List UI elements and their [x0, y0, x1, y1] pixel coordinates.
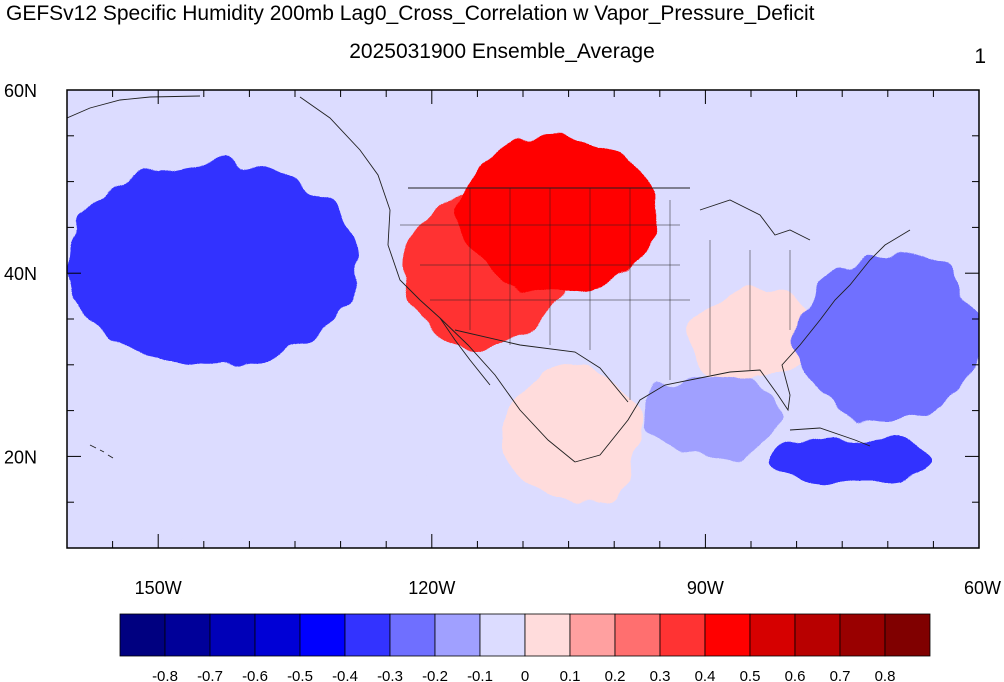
region-1 [67, 163, 359, 365]
colorbar-box [569, 613, 616, 657]
colorbar-box [299, 613, 346, 657]
y-tick-label: 20N [4, 447, 37, 467]
colorbar-box [254, 613, 301, 657]
colorbar-box [524, 613, 571, 657]
region-2 [67, 364, 432, 548]
colorbar-label: 0 [521, 668, 529, 682]
colorbar-box [209, 613, 256, 657]
colorbar-box [119, 613, 166, 657]
correlation-map [67, 90, 979, 548]
cuba [789, 427, 871, 447]
colorbar-box [794, 613, 841, 657]
colorbar-label: 0.1 [560, 668, 581, 682]
hawaii [89, 444, 114, 459]
alaska-coast [67, 95, 201, 119]
colorbar-label: 0.8 [875, 668, 896, 682]
region-6 [796, 254, 979, 420]
x-tick-label: 60W [964, 578, 1001, 598]
colorbar-box [164, 613, 211, 657]
y-tick-label: 60N [4, 81, 37, 101]
region-9 [504, 364, 642, 503]
colorbar-box [884, 613, 931, 657]
colorbar-box [434, 613, 481, 657]
axis-tick-labels: 150W 120W 90W 60W 20N 40N 60N [4, 81, 1001, 598]
colorbar-label: -0.4 [332, 668, 358, 682]
country-border-south [454, 329, 629, 403]
axis-ticks [66, 89, 980, 549]
coastline-west [299, 96, 576, 463]
colorbar-label: 0.4 [695, 668, 716, 682]
great-lakes [699, 199, 811, 241]
region-7 [769, 438, 934, 484]
colorbar-label: 0.6 [785, 668, 806, 682]
colorbar-label: -0.8 [152, 668, 178, 682]
colorbar-box [704, 613, 751, 657]
colorbar-label: -0.5 [287, 668, 313, 682]
colorbar-label: -0.7 [197, 668, 223, 682]
colorbar-label: -0.1 [467, 668, 493, 682]
chart-subtitle: 2025031900 Ensemble_Average [349, 40, 655, 63]
coastline-gulf [574, 229, 911, 463]
colorbar-label: 0.2 [605, 668, 626, 682]
x-tick-label: 120W [408, 578, 455, 598]
state-lines [400, 188, 791, 400]
colorbar-label: -0.3 [377, 668, 403, 682]
region-4 [459, 135, 660, 292]
x-tick-label: 150W [135, 578, 182, 598]
colorbar-box [344, 613, 391, 657]
colorbar-label: 0.3 [650, 668, 671, 682]
colorbar-box [659, 613, 706, 657]
colorbar-label: -0.6 [242, 668, 268, 682]
y-tick-label: 40N [4, 264, 37, 284]
region-8 [641, 373, 779, 457]
colorbar-box [839, 613, 886, 657]
coastlines [67, 95, 911, 463]
colorbar-box [389, 613, 436, 657]
x-tick-label: 90W [687, 578, 724, 598]
correlation-regions [67, 135, 979, 548]
colorbar-label: 0.5 [740, 668, 761, 682]
colorbar-box [749, 613, 796, 657]
coastline-baja [439, 317, 491, 386]
colorbar: -0.8 -0.7 -0.6 -0.5 -0.4 -0.3 -0.2 -0.1 0 0.1 0.2 0… [119, 613, 931, 682]
colorbar-label: 0.7 [830, 668, 851, 682]
colorbar-box [479, 613, 526, 657]
colorbar-box [614, 613, 661, 657]
panel-number: 1 [974, 45, 986, 68]
colorbar-label: -0.2 [422, 668, 448, 682]
region-5 [687, 291, 815, 384]
